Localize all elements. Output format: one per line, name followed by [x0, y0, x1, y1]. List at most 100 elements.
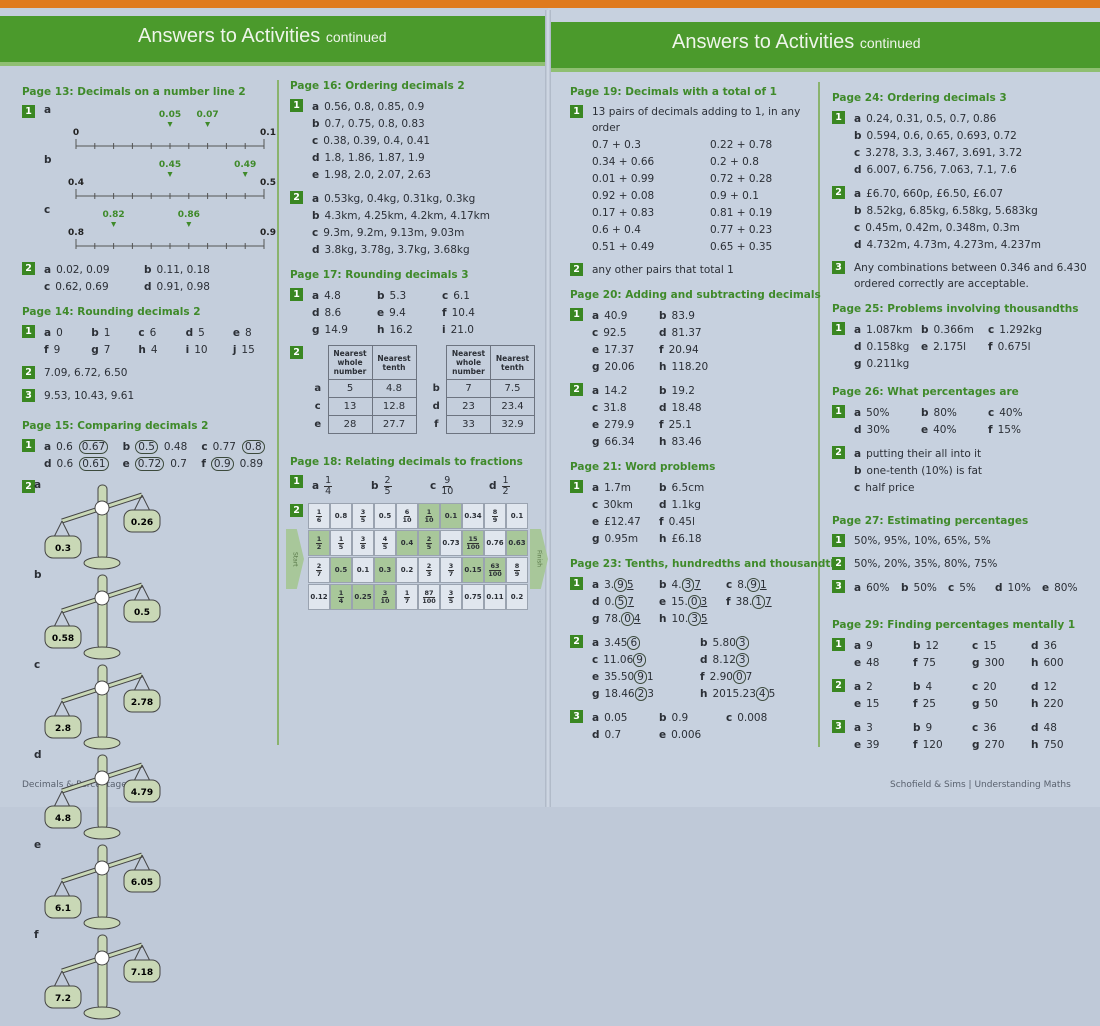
balance-label: a [34, 479, 42, 491]
answer-value: 0.45l [668, 515, 695, 528]
start-label: 0.8 [68, 228, 84, 238]
answer-row: d 0.158kg e 2.175l f 0.675l [854, 338, 1090, 355]
answer-letter: c [592, 653, 599, 666]
question: 1 a 3. 9 5 b 4. 3 7 c 8. 9 1 d 0. 5 7 e 15. 0 3 f 38. 1 7 g 78. 0 4 h… [570, 576, 828, 627]
answer-letter: a [44, 440, 52, 453]
answer-letter: h [700, 687, 708, 700]
answer-value: 0.91, 0.98 [156, 280, 210, 293]
answer-value: 21.0 [450, 323, 474, 336]
answer-letter: h [138, 343, 146, 356]
numerator: 2 [425, 534, 433, 544]
question-number-badge: 1 [832, 322, 845, 335]
answer-row: a 60% b 50% c 5% d 10% e 80% [854, 579, 1090, 596]
maze-cell: 0.2 [396, 557, 418, 583]
answer-letter: b [122, 440, 131, 453]
book-spine [545, 10, 551, 807]
numerator: 63 [489, 561, 501, 571]
answer-row: a 4.8 b 5.3 c 6.1 [312, 287, 548, 304]
marked-value: 0.07 [196, 110, 218, 120]
decimal-pair: 0.01 + 0.99 [592, 172, 655, 185]
answer-item: g 18.46 2 3 [592, 686, 700, 701]
answer-item: e 2.175l [921, 341, 988, 353]
answer-value: 60% [866, 581, 890, 594]
section-title: Page 21: Word problems [570, 461, 716, 473]
answer-item: a 40.9 [592, 310, 659, 322]
column-header: Nearest whole number [446, 345, 491, 380]
answer-item: h 10. 3 5 [659, 611, 726, 626]
answer-item: b 4.3km, 4.25km, 4.2km, 4.17km [312, 210, 490, 222]
pair-row: 0.34 + 0.66 0.2 + 0.8 [592, 153, 828, 170]
decimal-pair: 0.6 + 0.4 [592, 223, 641, 236]
answer-item: a 4.8 [312, 290, 377, 302]
answer-part: 1 [759, 578, 767, 591]
answer-letter: g [854, 357, 862, 370]
answer-value: 10.4 [451, 306, 475, 319]
answer-letter: e [659, 728, 667, 741]
pair-row: 0.7 + 0.3 0.22 + 0.78 [592, 136, 828, 153]
answer-letter: c [430, 480, 437, 492]
answer-value: 15 [983, 639, 997, 652]
balance-label: e [34, 839, 42, 851]
question: 1 a 0 0.1 0.05 0.07 b 0.4 0.5 0.45 0.49 c 0.8 0.9 0.82… [22, 104, 280, 254]
row-label: f [434, 419, 439, 430]
answer-letter: c [592, 498, 599, 511]
answer-part: 3.45 [604, 636, 628, 649]
maze-cell-path: 0.15 [462, 557, 484, 583]
answer-item: e 17.37 [592, 344, 659, 356]
answer-item: c 9 10 [430, 475, 489, 497]
answer-item: b 5.80 3 [700, 635, 808, 650]
answer-part: 7 [764, 595, 772, 608]
finish-arrow: Finish [530, 529, 548, 589]
denominator: 100 [466, 542, 480, 551]
question: 2 7.09, 6.72, 6.50 [22, 365, 280, 381]
answer-letter: b [901, 581, 909, 594]
answer-row: a 0.53kg, 0.4kg, 0.31kg, 0.3kg [312, 190, 548, 207]
maze-cell-path: 0.63 [506, 530, 528, 556]
start-label: 0.4 [68, 178, 84, 188]
answer-value: 1.98, 2.0, 2.07, 2.63 [324, 168, 431, 181]
answer-value: one-tenth (10%) is fat [866, 464, 983, 477]
balance-scale-icon: 7.2 7.18 [44, 934, 161, 1020]
answer-letter: d [312, 306, 320, 319]
circled-answer: 0.61 [79, 456, 109, 471]
blank [308, 346, 328, 380]
answer-item: d 30% [854, 424, 921, 436]
answer-letter: e [854, 697, 862, 710]
answer-row: e 35.50 9 1 f 2.90 0 7 [592, 668, 828, 685]
answer-value: 0.5 0.48 [135, 439, 193, 454]
fraction: 3 10 [380, 589, 390, 605]
answer-value: 4.732m, 4.73m, 4.273m, 4.237m [866, 238, 1042, 251]
answer-letter: b [312, 209, 320, 222]
decimal-pair: 0.17 + 0.83 [592, 206, 655, 219]
denominator: 10 [380, 596, 390, 605]
maze-cell: 0.8 [330, 503, 352, 529]
answer-value: 4.3km, 4.25km, 4.2km, 4.17km [324, 209, 490, 222]
right-page: Answers to Activities continued Schofiel… [548, 8, 1100, 807]
answer-value: £6.18 [671, 532, 702, 545]
answer-value: 9.3m, 9.2m, 9.13m, 9.03m [323, 226, 465, 239]
answer-item: a 0.05 [592, 712, 659, 724]
answer-letter: c [442, 289, 449, 302]
circled-answer: 3 [735, 635, 749, 650]
answer-letter: f [913, 738, 918, 751]
section-title: Page 13: Decimals on a number line 2 [22, 86, 246, 98]
question: 1 a 40.9 b 83.9 c 92.5 d 81.37 e 17.37 f 20.94 g 20.06… [570, 307, 828, 375]
answer-letter: c [726, 711, 733, 724]
answer-item: d 3.8kg, 3.78g, 3.7kg, 3.68kg [312, 244, 470, 256]
question: 1 a 1.087km b 0.366m c 1.292kg d 0.158kg e 2.175l f… [832, 321, 1090, 372]
answer-value: 1.087km [866, 323, 913, 336]
answer-value: 0.38, 0.39, 0.4, 0.41 [323, 134, 431, 147]
question-number-badge: 2 [570, 383, 583, 396]
answer-letter: d [854, 163, 862, 176]
answer-item: c 1.292kg [988, 324, 1055, 336]
answer-section: Page 16: Ordering decimals 2 1 a 0.56, 0.8,… [290, 80, 548, 265]
header-band: Answers to Activities continued [548, 22, 1100, 72]
answer-value: 18.48 [671, 401, 702, 414]
number-line-diagram: 0.8 0.9 0.82 0.86 [68, 210, 276, 249]
circled-answer: 0.67 [78, 439, 109, 454]
question-number-badge: 1 [570, 308, 583, 321]
